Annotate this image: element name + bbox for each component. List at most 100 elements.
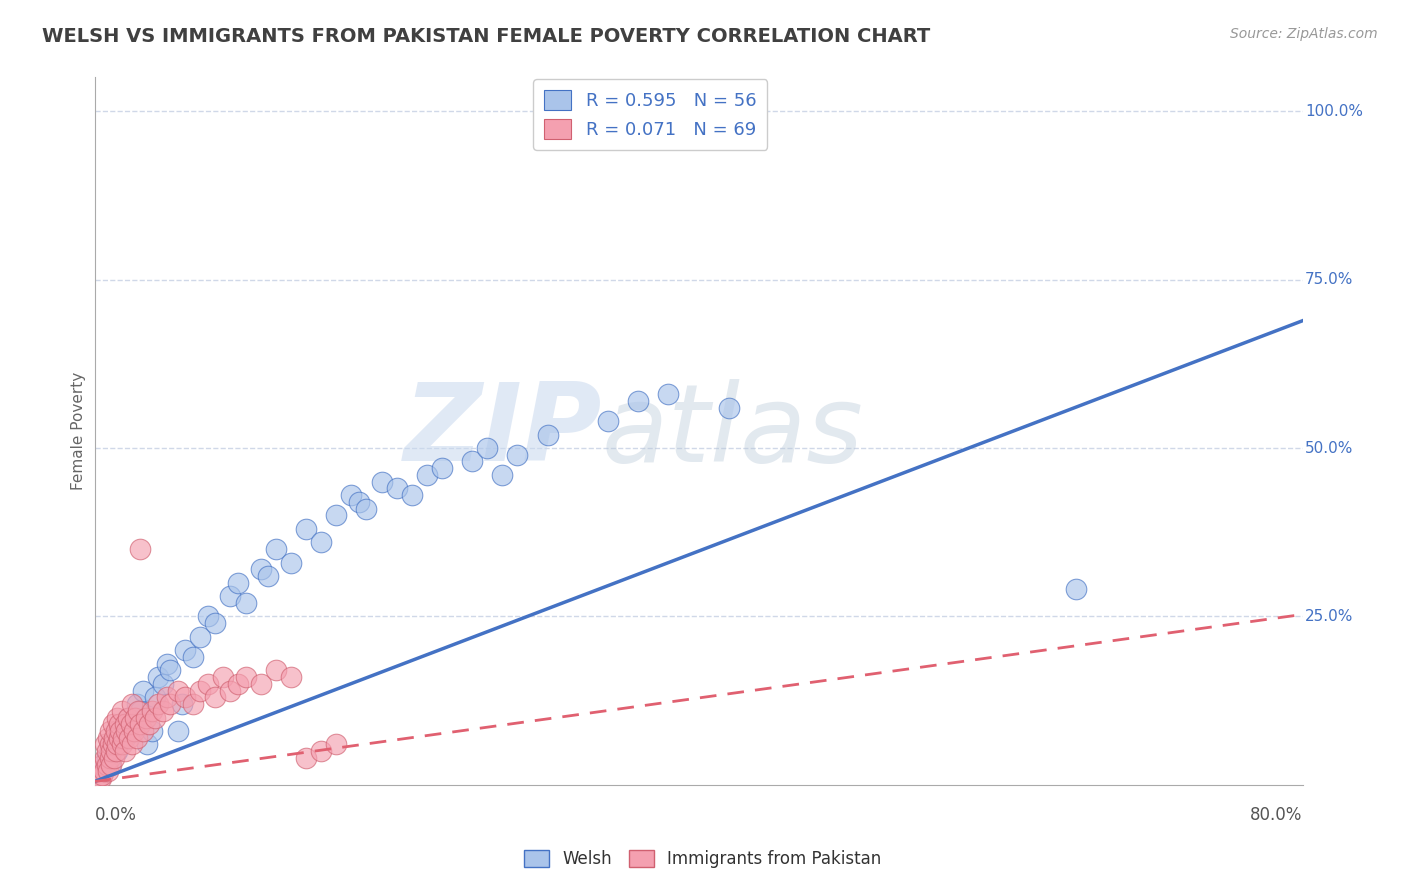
Point bbox=[104, 723, 127, 738]
Point bbox=[97, 731, 120, 745]
Point bbox=[325, 738, 347, 752]
Point bbox=[596, 414, 619, 428]
Point bbox=[219, 589, 242, 603]
Point bbox=[135, 710, 157, 724]
Legend: R = 0.595   N = 56, R = 0.071   N = 69: R = 0.595 N = 56, R = 0.071 N = 69 bbox=[533, 79, 768, 150]
Point bbox=[295, 751, 318, 765]
Point bbox=[257, 569, 280, 583]
Point bbox=[309, 535, 332, 549]
Point bbox=[118, 731, 141, 745]
Point bbox=[430, 461, 453, 475]
Point bbox=[181, 697, 204, 711]
Text: 0.0%: 0.0% bbox=[94, 806, 136, 824]
Point bbox=[506, 448, 529, 462]
Point bbox=[249, 677, 271, 691]
Point bbox=[98, 751, 121, 765]
Point bbox=[121, 717, 143, 731]
Point bbox=[188, 683, 211, 698]
Point bbox=[96, 744, 118, 758]
Point bbox=[156, 690, 179, 705]
Point bbox=[86, 771, 108, 785]
Point bbox=[125, 731, 148, 745]
Point bbox=[94, 738, 117, 752]
Text: 80.0%: 80.0% bbox=[1250, 806, 1303, 824]
Point bbox=[94, 751, 117, 765]
Point bbox=[204, 690, 226, 705]
Point bbox=[111, 738, 134, 752]
Point bbox=[103, 751, 125, 765]
Point bbox=[596, 97, 619, 112]
Point bbox=[107, 731, 129, 745]
Text: atlas: atlas bbox=[602, 379, 863, 483]
Point bbox=[226, 575, 249, 590]
Point bbox=[174, 643, 197, 657]
Point bbox=[91, 768, 114, 782]
Point bbox=[110, 723, 132, 738]
Point bbox=[97, 764, 120, 779]
Point bbox=[166, 723, 188, 738]
Point bbox=[181, 649, 204, 664]
Point bbox=[114, 744, 136, 758]
Point bbox=[264, 663, 287, 677]
Point bbox=[159, 663, 181, 677]
Point bbox=[401, 488, 423, 502]
Point bbox=[627, 393, 650, 408]
Text: Source: ZipAtlas.com: Source: ZipAtlas.com bbox=[1230, 27, 1378, 41]
Point bbox=[117, 710, 139, 724]
Point bbox=[204, 616, 226, 631]
Point bbox=[416, 467, 439, 482]
Point bbox=[212, 670, 235, 684]
Point bbox=[105, 738, 128, 752]
Point bbox=[90, 771, 112, 785]
Point bbox=[132, 683, 155, 698]
Point bbox=[91, 757, 114, 772]
Point bbox=[146, 697, 169, 711]
Point bbox=[128, 704, 150, 718]
Point bbox=[280, 670, 302, 684]
Point bbox=[117, 710, 139, 724]
Point bbox=[128, 717, 150, 731]
Point bbox=[103, 731, 125, 745]
Point bbox=[340, 488, 363, 502]
Point bbox=[156, 657, 179, 671]
Point bbox=[141, 704, 163, 718]
Point bbox=[100, 757, 122, 772]
Point bbox=[101, 717, 124, 731]
Text: 25.0%: 25.0% bbox=[1305, 609, 1354, 624]
Point bbox=[249, 562, 271, 576]
Point bbox=[188, 630, 211, 644]
Point bbox=[112, 731, 135, 745]
Point bbox=[114, 717, 136, 731]
Point bbox=[141, 723, 163, 738]
Point bbox=[717, 401, 740, 415]
Point bbox=[226, 677, 249, 691]
Point bbox=[96, 757, 118, 772]
Text: 100.0%: 100.0% bbox=[1305, 103, 1362, 119]
Point bbox=[325, 508, 347, 523]
Legend: Welsh, Immigrants from Pakistan: Welsh, Immigrants from Pakistan bbox=[517, 843, 889, 875]
Point bbox=[122, 723, 145, 738]
Point bbox=[98, 723, 121, 738]
Text: 50.0%: 50.0% bbox=[1305, 441, 1354, 456]
Point bbox=[197, 677, 219, 691]
Point bbox=[111, 723, 134, 738]
Point bbox=[111, 704, 134, 718]
Point bbox=[347, 495, 370, 509]
Point bbox=[107, 717, 129, 731]
Point bbox=[114, 731, 136, 745]
Point bbox=[132, 723, 155, 738]
Point bbox=[120, 717, 142, 731]
Point bbox=[98, 757, 121, 772]
Point bbox=[477, 441, 499, 455]
Point bbox=[91, 764, 114, 779]
Point bbox=[461, 454, 484, 468]
Y-axis label: Female Poverty: Female Poverty bbox=[72, 372, 86, 491]
Point bbox=[128, 542, 150, 557]
Point bbox=[101, 738, 124, 752]
Text: 75.0%: 75.0% bbox=[1305, 272, 1354, 287]
Point bbox=[235, 596, 257, 610]
Point bbox=[295, 522, 318, 536]
Point bbox=[356, 501, 378, 516]
Point bbox=[309, 744, 332, 758]
Point bbox=[105, 710, 128, 724]
